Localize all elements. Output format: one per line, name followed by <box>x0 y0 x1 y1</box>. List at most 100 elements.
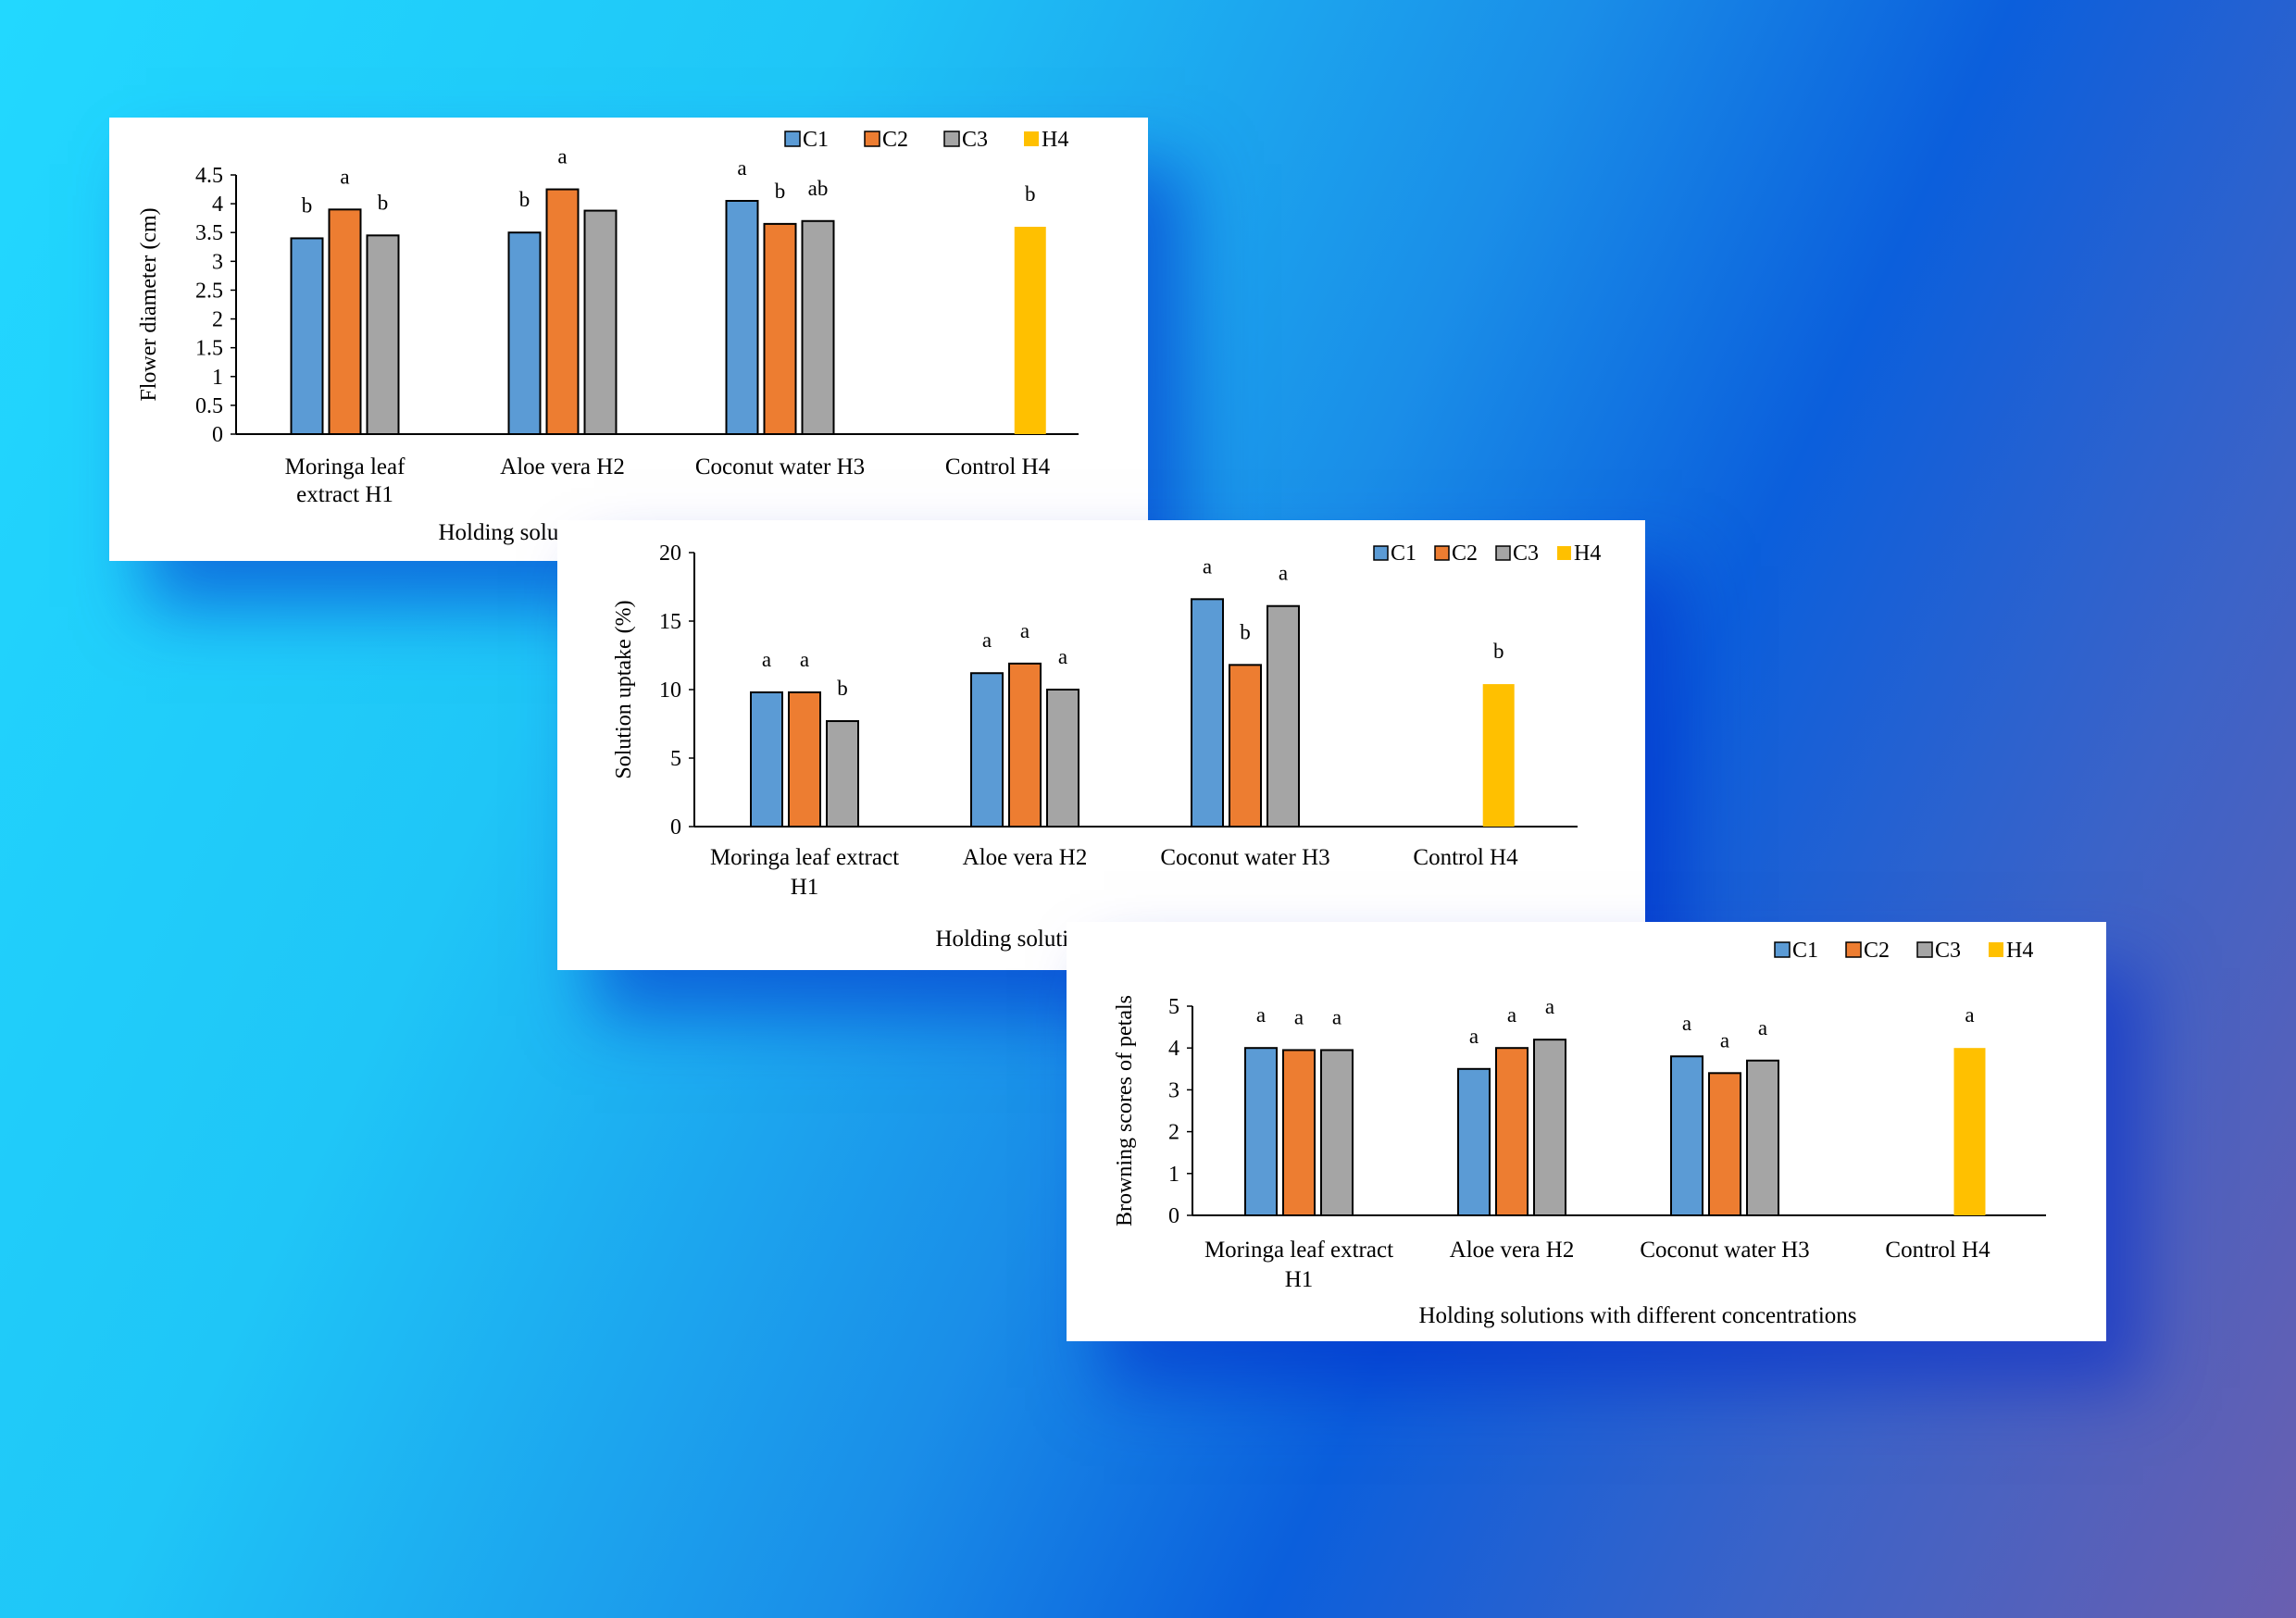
bar-c2 <box>1495 1047 1529 1216</box>
significance-label: a <box>1965 1003 1974 1027</box>
y-tick-label: 2 <box>1168 1121 1179 1145</box>
y-tick-label: 1 <box>1168 1163 1179 1187</box>
x-category-label: Control H4 <box>1413 845 1518 870</box>
significance-label: b <box>378 191 389 214</box>
significance-label: a <box>1758 1016 1767 1039</box>
x-category-label: Moringa leaf extract <box>1204 1238 1393 1263</box>
y-tick-label: 15 <box>659 610 681 634</box>
y-tick-label: 0 <box>1168 1204 1179 1228</box>
legend-label-c1: C1 <box>1391 541 1416 566</box>
bar-c2 <box>788 691 821 828</box>
legend-swatch-h4 <box>1557 546 1571 560</box>
bar-c2 <box>1282 1049 1316 1216</box>
legend-label-c1: C1 <box>803 128 829 152</box>
legend-label-c3: C3 <box>1935 939 1961 963</box>
solution-uptake-chart: 0 5 10 15 20 Solution uptake (%) a a b Moringa le… <box>612 541 1601 952</box>
bar-h4 <box>1953 1048 1986 1215</box>
bar-h4 <box>1014 227 1046 434</box>
x-category-label: Coconut water H3 <box>695 454 865 479</box>
bar-c3 <box>1046 689 1079 828</box>
y-tick-label: 2 <box>212 308 223 332</box>
browning-scores-chart: 0 1 2 3 4 5 Browning scores of petals a a a Moring… <box>1113 939 2046 1328</box>
significance-label: ab <box>808 177 829 200</box>
significance-label: b <box>837 677 848 700</box>
y-tick-label: 2.5 <box>195 279 223 303</box>
legend-label-c3: C3 <box>962 128 988 152</box>
significance-label: a <box>1020 619 1029 642</box>
significance-label: a <box>1294 1005 1304 1028</box>
y-tick-label: 5 <box>1168 995 1179 1019</box>
y-axis-label: Solution uptake (%) <box>612 600 636 778</box>
y-tick-label: 4.5 <box>195 164 223 188</box>
x-category-label: H1 <box>791 875 819 900</box>
x-category-label: Coconut water H3 <box>1640 1238 1809 1263</box>
flower-diameter-chart-panel: 0 0.5 1 1.5 2 2.5 3 3.5 4 4.5 Flower diameter (cm)… <box>109 118 1148 561</box>
x-category-label: Control H4 <box>1885 1238 1990 1263</box>
y-tick-label: 1.5 <box>195 337 223 361</box>
legend-label-c2: C2 <box>882 128 908 152</box>
legend-label-h4: H4 <box>1042 128 1068 152</box>
legend-label-c2: C2 <box>1452 541 1478 566</box>
legend-swatch-c3 <box>1916 941 1933 958</box>
legend-swatch-c2 <box>1434 545 1450 561</box>
y-tick-label: 3 <box>212 250 223 274</box>
y-tick-label: 4 <box>1168 1037 1179 1061</box>
legend-label-h4: H4 <box>2006 939 2033 963</box>
significance-label: a <box>762 648 771 671</box>
significance-label: a <box>1720 1028 1729 1052</box>
bar-c1 <box>1670 1055 1703 1216</box>
significance-label: a <box>1279 562 1288 585</box>
y-tick-label: 0 <box>212 423 223 447</box>
legend-swatch-c1 <box>1373 545 1389 561</box>
x-category-label: Coconut water H3 <box>1160 845 1329 870</box>
bar-c1 <box>1457 1067 1491 1216</box>
legend-label-c1: C1 <box>1792 939 1818 963</box>
bar-c2 <box>763 222 797 435</box>
bar-c1 <box>290 237 324 435</box>
legend-swatch-c3 <box>1495 545 1511 561</box>
legend-swatch-c1 <box>784 131 801 147</box>
significance-label: a <box>1203 554 1212 578</box>
legend-swatch-h4 <box>1989 942 2003 957</box>
bar-c2 <box>545 188 580 436</box>
bar-c2 <box>1229 664 1262 828</box>
x-category-label: Moringa leaf extract <box>710 845 899 870</box>
significance-label: b <box>302 193 313 217</box>
significance-label: a <box>737 156 746 180</box>
x-category-label: Aloe vera H2 <box>963 845 1088 870</box>
legend-label-c3: C3 <box>1513 541 1539 566</box>
significance-label: a <box>800 648 809 671</box>
legend-label-c2: C2 <box>1864 939 1890 963</box>
y-tick-label: 1 <box>212 366 223 390</box>
y-axis-label: Flower diameter (cm) <box>137 207 161 401</box>
y-tick-label: 0 <box>670 815 681 840</box>
x-axis-label: Holding solutions with different concent… <box>1418 1303 1856 1328</box>
significance-label: b <box>1240 620 1251 643</box>
bar-c2 <box>1008 662 1042 828</box>
y-tick-label: 0.5 <box>195 394 223 418</box>
legend-swatch-c3 <box>943 131 960 147</box>
bar-c1 <box>750 691 783 828</box>
significance-label: a <box>1469 1025 1479 1048</box>
significance-label: b <box>519 188 530 211</box>
y-tick-label: 3 <box>1168 1078 1179 1102</box>
bar-c3 <box>1746 1059 1779 1216</box>
x-category-label: Control H4 <box>945 454 1051 479</box>
bar-c3 <box>826 720 859 828</box>
significance-label: a <box>1058 645 1067 668</box>
bar-c3 <box>1267 604 1300 828</box>
bar-c1 <box>1244 1047 1278 1216</box>
flower-diameter-chart: 0 0.5 1 1.5 2 2.5 3 3.5 4 4.5 Flower diameter (cm)… <box>137 128 1079 545</box>
bar-c1 <box>507 231 542 435</box>
bar-c3 <box>366 234 400 436</box>
bar-h4 <box>1482 684 1515 827</box>
bar-c3 <box>583 209 618 435</box>
significance-label: a <box>1256 1003 1266 1027</box>
x-category-label: Moringa leaf <box>285 454 406 479</box>
significance-label: a <box>1332 1005 1341 1028</box>
y-tick-label: 5 <box>670 747 681 771</box>
bar-c3 <box>801 219 835 436</box>
legend-swatch-h4 <box>1024 131 1039 146</box>
significance-label: a <box>557 145 567 168</box>
significance-label: a <box>1545 995 1554 1018</box>
